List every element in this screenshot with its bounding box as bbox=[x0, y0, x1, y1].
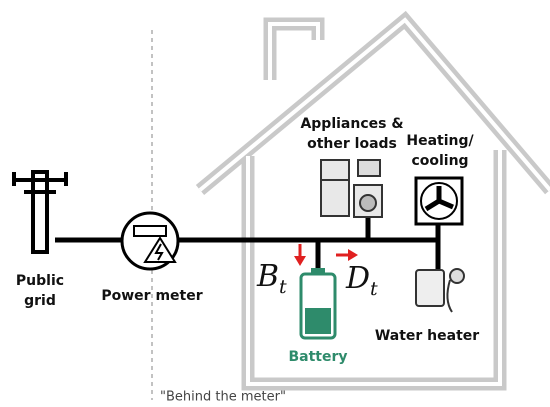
appliance-icon bbox=[321, 160, 382, 217]
label: Appliances & bbox=[300, 116, 403, 132]
fan-icon bbox=[416, 178, 462, 224]
label: Battery bbox=[288, 349, 347, 365]
label: Power meter bbox=[101, 288, 202, 304]
boundary-label: "Behind the meter" bbox=[160, 390, 286, 405]
battery-icon bbox=[301, 268, 335, 338]
math-subscript: t bbox=[279, 276, 287, 298]
label: grid bbox=[24, 293, 56, 309]
water-heater-icon bbox=[416, 269, 464, 312]
label: other loads bbox=[307, 136, 397, 152]
diagram: Public grid Power meter Appliances & oth… bbox=[0, 0, 550, 407]
math-subscript: t bbox=[370, 278, 378, 300]
math-symbol: D bbox=[345, 261, 370, 296]
label: Water heater bbox=[375, 328, 479, 344]
label: Public bbox=[16, 273, 64, 289]
math-symbol: B bbox=[256, 259, 279, 294]
meter-icon bbox=[122, 213, 178, 269]
label: Heating/ bbox=[406, 133, 474, 149]
label: cooling bbox=[411, 153, 468, 169]
